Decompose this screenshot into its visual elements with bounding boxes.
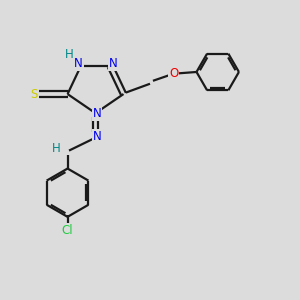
Text: N: N <box>74 57 83 70</box>
Text: N: N <box>109 57 118 70</box>
Text: N: N <box>93 107 101 120</box>
Text: N: N <box>93 130 101 143</box>
Text: H: H <box>51 142 60 155</box>
Text: Cl: Cl <box>62 224 74 237</box>
Text: H: H <box>65 48 74 62</box>
Text: O: O <box>169 67 178 80</box>
Text: S: S <box>30 88 38 100</box>
